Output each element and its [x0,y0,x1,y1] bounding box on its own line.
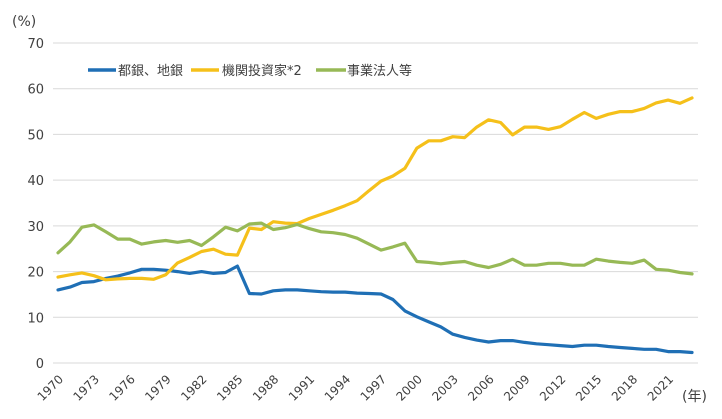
legend-label-institutional-investors: 機関投資家*2 [222,63,302,79]
y-tick-label: 10 [27,311,44,326]
y-tick-label: 60 [27,83,44,98]
x-tick-label: 2009 [501,372,532,403]
x-tick-label: 1997 [358,372,389,403]
x-tick-label: 1985 [214,372,245,403]
x-tick-label: 1994 [322,372,353,403]
legend-label-corporations: 事業法人等 [347,63,412,79]
legend: 都銀、地銀 機関投資家*2 事業法人等 [88,63,412,79]
y-tick-label: 50 [27,128,44,143]
legend-label-banks: 都銀、地銀 [118,64,183,79]
series-line-banks [56,264,694,355]
x-axis-unit-label: (年) [682,389,707,405]
y-tick-label: 20 [27,266,44,281]
series-lines [56,96,694,355]
series-line-institutional-investors [56,96,694,282]
x-tick-label: 1991 [286,372,317,403]
x-tick-label: 2006 [465,372,496,403]
y-tick-label: 40 [27,174,44,189]
x-tick-label: 2018 [609,372,640,403]
x-axis-ticks: 1970 1973 1976 1979 1982 1985 1988 1991 1994 1997… [35,372,677,403]
x-tick-label: 2003 [429,372,460,403]
x-tick-label: 1976 [106,372,137,403]
series-line-corporations [56,221,694,276]
x-tick-label: 1982 [178,372,209,403]
x-tick-label: 1979 [142,372,173,403]
y-tick-label: 30 [27,220,44,235]
x-tick-label: 2000 [393,372,424,403]
y-axis-unit-label: (%) [12,14,36,30]
x-tick-label: 2021 [645,372,676,403]
y-tick-label: 0 [36,357,44,372]
x-tick-label: 1988 [250,372,281,403]
y-tick-label: 70 [27,37,44,52]
x-tick-label: 2015 [573,372,604,403]
x-tick-label: 1970 [35,372,66,403]
gridlines [53,42,698,364]
x-tick-label: 2012 [537,372,568,403]
x-tick-label: 1973 [71,372,102,403]
y-axis-ticks: 0 10 20 30 40 50 60 70 [27,37,44,372]
